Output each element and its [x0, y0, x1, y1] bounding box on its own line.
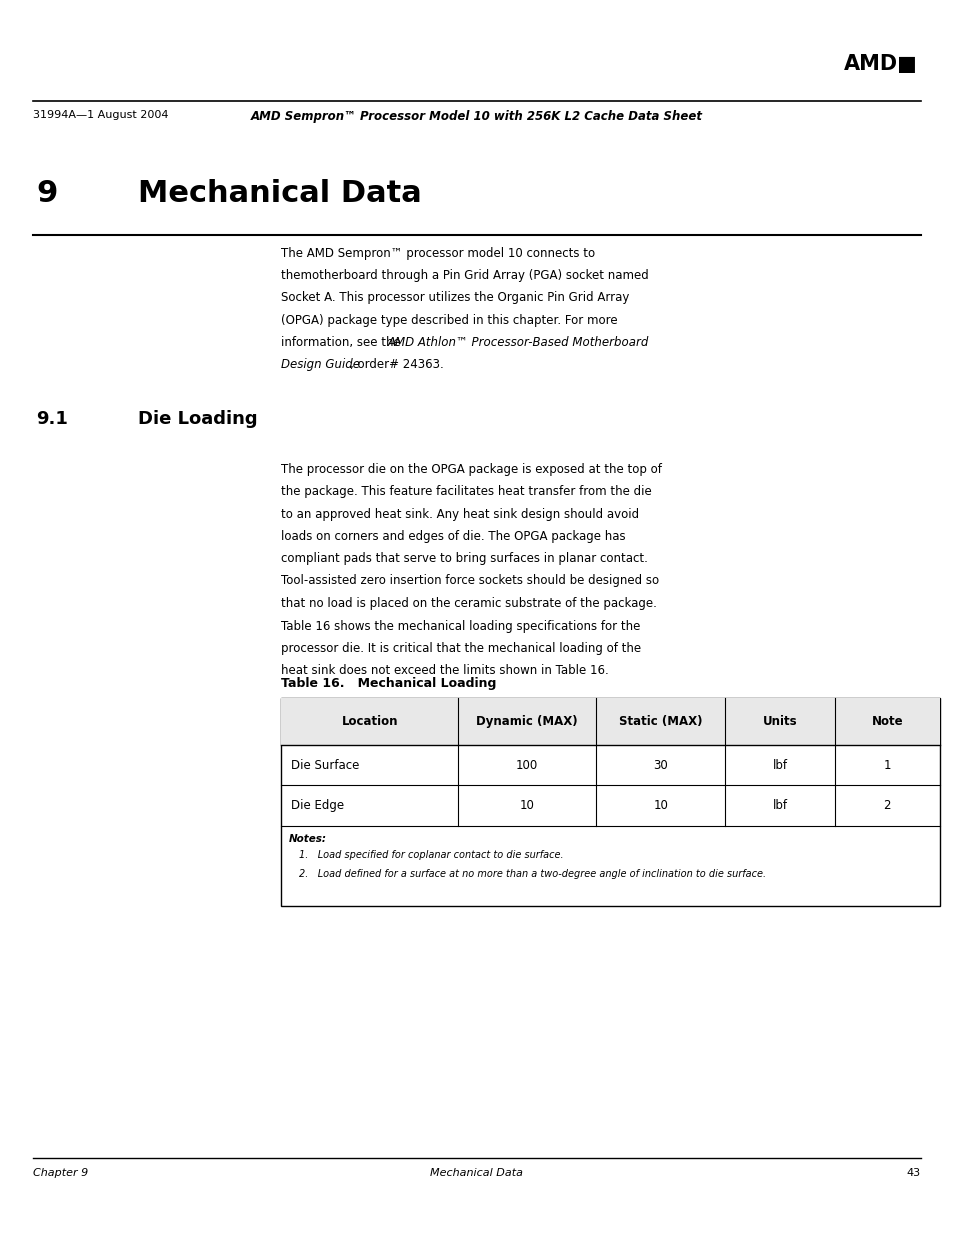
Text: Dynamic (MAX): Dynamic (MAX) — [476, 715, 578, 727]
Text: 1.   Load specified for coplanar contact to die surface.: 1. Load specified for coplanar contact t… — [298, 850, 562, 860]
Text: lbf: lbf — [772, 758, 786, 772]
Text: 1: 1 — [882, 758, 890, 772]
Text: loads on corners and edges of die. The OPGA package has: loads on corners and edges of die. The O… — [281, 530, 625, 543]
Text: Notes:: Notes: — [289, 834, 327, 844]
Text: 2.   Load defined for a surface at no more than a two-degree angle of inclinatio: 2. Load defined for a surface at no more… — [298, 869, 765, 879]
Text: 9: 9 — [36, 179, 57, 207]
Text: the package. This feature facilitates heat transfer from the die: the package. This feature facilitates he… — [281, 485, 652, 499]
Text: AMD Sempron™ Processor Model 10 with 256K L2 Cache Data Sheet: AMD Sempron™ Processor Model 10 with 256… — [251, 110, 702, 124]
Text: Mechanical Data: Mechanical Data — [430, 1168, 523, 1178]
Text: Table 16.   Mechanical Loading: Table 16. Mechanical Loading — [281, 677, 497, 690]
Text: Table 16 shows the mechanical loading specifications for the: Table 16 shows the mechanical loading sp… — [281, 620, 640, 634]
Text: Note: Note — [870, 715, 902, 727]
Text: Design Guide: Design Guide — [281, 358, 360, 372]
Text: that no load is placed on the ceramic substrate of the package.: that no load is placed on the ceramic su… — [281, 597, 657, 610]
Text: The AMD Sempron™ processor model 10 connects to: The AMD Sempron™ processor model 10 conn… — [281, 247, 595, 261]
Bar — [281, 698, 939, 906]
Text: Die Surface: Die Surface — [291, 758, 359, 772]
Text: Die Edge: Die Edge — [291, 799, 344, 813]
Text: 2: 2 — [882, 799, 890, 813]
Text: heat sink does not exceed the limits shown in Table 16.: heat sink does not exceed the limits sho… — [281, 664, 609, 678]
Text: information, see the: information, see the — [281, 336, 404, 350]
Text: Location: Location — [341, 715, 397, 727]
Bar — [281, 698, 939, 745]
Text: , order# 24363.: , order# 24363. — [350, 358, 443, 372]
Text: AMD■: AMD■ — [843, 54, 917, 74]
Text: processor die. It is critical that the mechanical loading of the: processor die. It is critical that the m… — [281, 642, 640, 656]
Text: (OPGA) package type described in this chapter. For more: (OPGA) package type described in this ch… — [281, 314, 618, 327]
Text: The processor die on the OPGA package is exposed at the top of: The processor die on the OPGA package is… — [281, 463, 661, 477]
Text: Tool-assisted zero insertion force sockets should be designed so: Tool-assisted zero insertion force socke… — [281, 574, 659, 588]
Text: to an approved heat sink. Any heat sink design should avoid: to an approved heat sink. Any heat sink … — [281, 508, 639, 521]
Text: themotherboard through a Pin Grid Array (PGA) socket named: themotherboard through a Pin Grid Array … — [281, 269, 648, 283]
Text: 43: 43 — [905, 1168, 920, 1178]
Text: Chapter 9: Chapter 9 — [33, 1168, 89, 1178]
Text: 10: 10 — [519, 799, 534, 813]
Text: lbf: lbf — [772, 799, 786, 813]
Text: Die Loading: Die Loading — [138, 410, 257, 429]
Text: 30: 30 — [653, 758, 667, 772]
Text: 10: 10 — [653, 799, 667, 813]
Text: Socket A. This processor utilizes the Organic Pin Grid Array: Socket A. This processor utilizes the Or… — [281, 291, 629, 305]
Text: Static (MAX): Static (MAX) — [618, 715, 701, 727]
Text: Units: Units — [761, 715, 797, 727]
Text: Mechanical Data: Mechanical Data — [138, 179, 421, 207]
Text: compliant pads that serve to bring surfaces in planar contact.: compliant pads that serve to bring surfa… — [281, 552, 648, 566]
Text: 9.1: 9.1 — [36, 410, 68, 429]
Text: 31994A—1 August 2004: 31994A—1 August 2004 — [33, 110, 169, 120]
Text: AMD Athlon™ Processor-Based Motherboard: AMD Athlon™ Processor-Based Motherboard — [387, 336, 648, 350]
Text: 100: 100 — [516, 758, 537, 772]
